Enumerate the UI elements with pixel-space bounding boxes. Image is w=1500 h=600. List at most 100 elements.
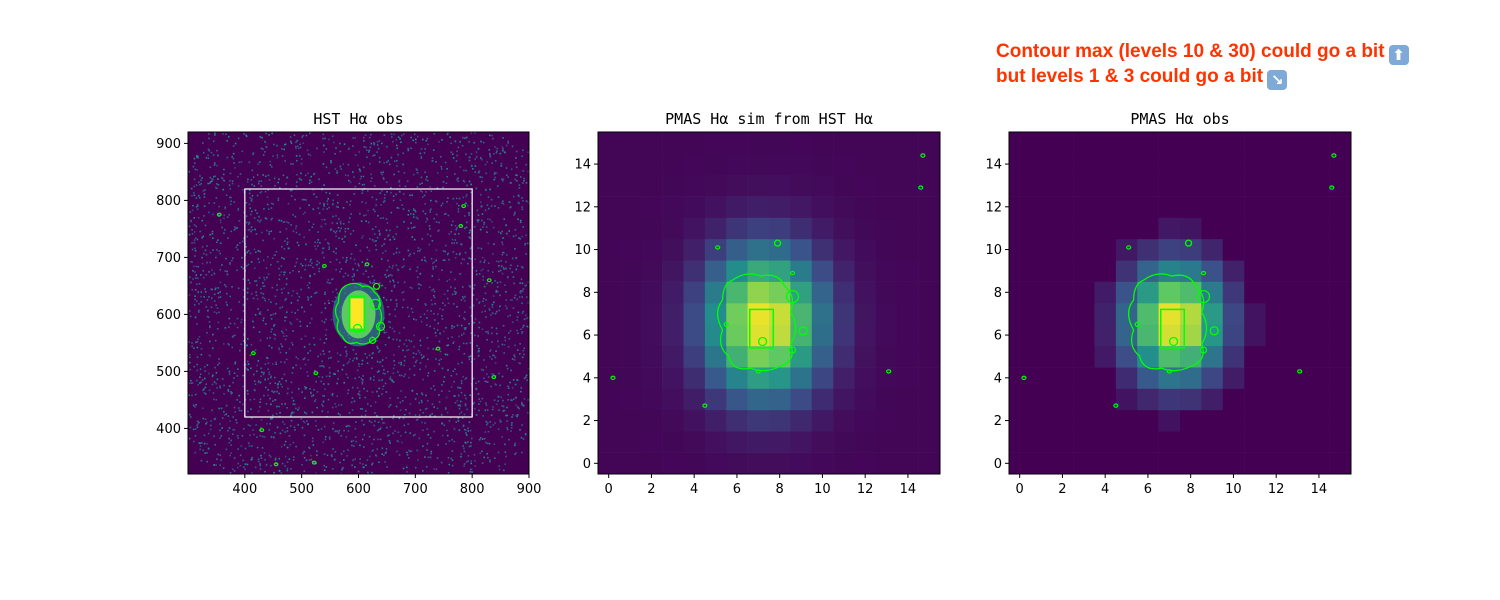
noise-speckle <box>192 404 195 407</box>
noise-speckle <box>497 231 500 233</box>
noise-speckle <box>507 142 510 144</box>
noise-speckle <box>461 258 464 260</box>
heatmap-cell <box>619 281 642 304</box>
noise-speckle <box>502 266 505 269</box>
noise-speckle <box>478 398 480 400</box>
noise-speckle <box>270 314 272 316</box>
noise-speckle <box>462 425 465 428</box>
noise-speckle <box>323 425 326 428</box>
noise-speckle <box>511 416 513 418</box>
noise-speckle <box>410 227 413 229</box>
noise-speckle <box>408 376 410 379</box>
heatmap-cell <box>918 153 941 176</box>
noise-speckle <box>323 353 326 355</box>
noise-speckle <box>191 394 193 397</box>
heatmap-cell <box>833 324 855 347</box>
noise-speckle <box>328 375 331 378</box>
noise-speckle <box>343 143 346 145</box>
noise-speckle <box>465 202 467 205</box>
noise-speckle <box>357 363 360 365</box>
noise-speckle <box>515 414 518 417</box>
noise-speckle <box>256 436 258 438</box>
noise-speckle <box>409 253 412 255</box>
noise-speckle <box>379 192 382 194</box>
noise-speckle <box>413 346 415 348</box>
noise-speckle <box>491 408 494 411</box>
noise-speckle <box>514 383 517 386</box>
noise-speckle <box>197 265 200 268</box>
noise-speckle <box>440 168 443 170</box>
noise-speckle <box>352 349 355 351</box>
noise-speckle <box>454 368 456 370</box>
noise-speckle <box>275 303 277 305</box>
heatmap-cell <box>875 303 898 325</box>
noise-speckle <box>267 208 270 211</box>
noise-speckle <box>365 464 367 467</box>
noise-speckle <box>345 425 348 428</box>
noise-speckle <box>316 260 319 263</box>
noise-speckle <box>231 259 233 262</box>
noise-speckle <box>497 290 499 293</box>
noise-speckle <box>366 459 369 462</box>
heatmap-cell <box>1030 174 1053 197</box>
noise-speckle <box>494 422 496 424</box>
noise-speckle <box>445 326 447 329</box>
noise-speckle <box>336 169 338 172</box>
noise-speckle <box>508 201 511 203</box>
noise-speckle <box>239 465 242 467</box>
noise-speckle <box>306 371 308 373</box>
heatmap-cell <box>598 132 620 154</box>
heatmap-cell <box>683 132 706 154</box>
noise-speckle <box>198 197 201 199</box>
noise-speckle <box>489 350 491 352</box>
noise-speckle <box>381 252 384 254</box>
noise-speckle <box>286 467 289 470</box>
noise-speckle <box>468 159 471 162</box>
noise-speckle <box>468 284 471 287</box>
noise-speckle <box>376 347 379 350</box>
noise-speckle <box>237 209 239 211</box>
noise-speckle <box>240 409 243 412</box>
noise-speckle <box>341 368 344 371</box>
noise-speckle <box>454 239 457 241</box>
heatmap-cell <box>1158 452 1181 475</box>
noise-speckle <box>511 145 514 148</box>
noise-speckle <box>206 364 209 366</box>
noise-speckle <box>199 445 202 447</box>
heatmap-cell <box>1286 196 1309 218</box>
noise-speckle <box>309 274 312 277</box>
heatmap-cell <box>1115 388 1138 411</box>
noise-speckle <box>353 445 355 447</box>
y-tick-label: 10 <box>574 243 591 258</box>
noise-speckle <box>237 437 239 439</box>
noise-speckle <box>435 348 437 351</box>
noise-speckle <box>286 406 288 409</box>
heatmap-cell <box>683 260 706 282</box>
noise-speckle <box>295 145 297 148</box>
noise-speckle <box>455 228 458 231</box>
noise-speckle <box>435 468 438 471</box>
noise-speckle <box>496 147 499 150</box>
noise-speckle <box>381 365 384 368</box>
noise-speckle <box>426 179 429 182</box>
heatmap-cell <box>1329 345 1352 368</box>
noise-speckle <box>399 137 401 140</box>
noise-speckle <box>340 453 343 455</box>
noise-speckle <box>481 158 483 161</box>
heatmap-cell <box>769 217 791 240</box>
noise-speckle <box>371 196 374 199</box>
heatmap-cell <box>1222 324 1245 347</box>
noise-speckle <box>223 168 225 171</box>
noise-speckle <box>279 412 281 414</box>
noise-speckle <box>254 314 257 316</box>
noise-speckle <box>265 218 268 220</box>
noise-speckle <box>525 163 528 166</box>
noise-speckle <box>229 454 231 457</box>
noise-speckle <box>331 203 334 206</box>
noise-speckle <box>278 392 280 395</box>
noise-speckle <box>414 466 417 469</box>
noise-speckle <box>329 438 331 440</box>
noise-speckle <box>346 353 348 355</box>
noise-speckle <box>259 398 262 401</box>
